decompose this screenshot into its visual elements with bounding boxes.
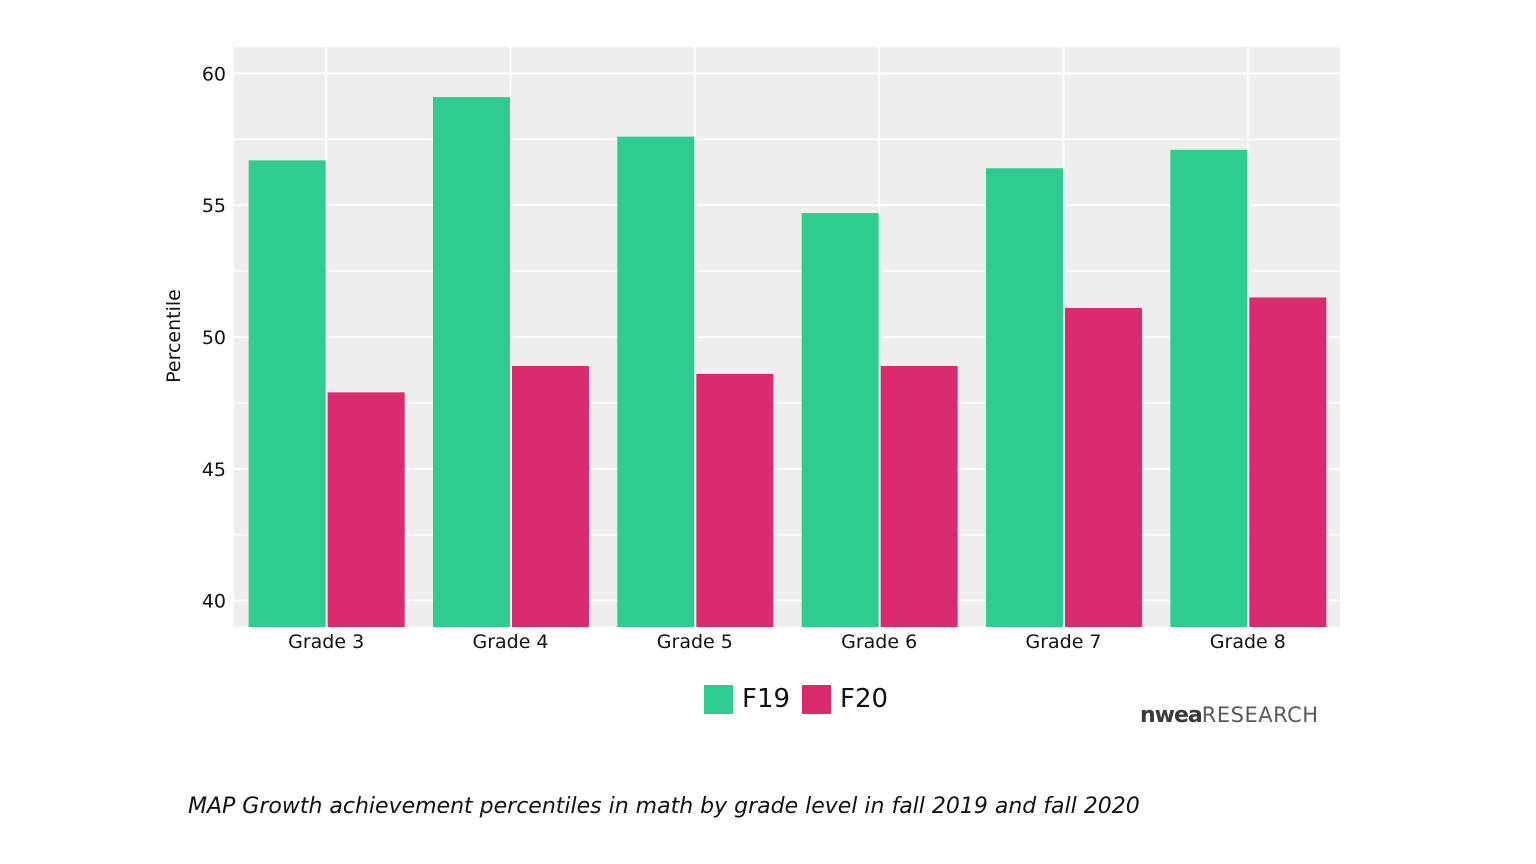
- bar-f19-grade-5: [617, 136, 695, 628]
- bar-f19-grade-6: [801, 213, 879, 627]
- x-tick-label: Grade 7: [1025, 631, 1101, 653]
- bar-f20-grade-6: [880, 366, 958, 627]
- y-tick-label: 40: [202, 591, 226, 613]
- logo-mark: nwea: [1140, 703, 1203, 728]
- bar-f20-grade-7: [1065, 308, 1142, 627]
- x-tick-label: Grade 4: [472, 631, 548, 653]
- bar-f20-grade-5: [696, 373, 774, 627]
- y-tick-label: 60: [202, 63, 226, 85]
- legend-swatch-f20: [802, 684, 832, 714]
- y-axis-ticks: 40 45 50 55 60: [202, 63, 226, 612]
- bar-f19-grade-8: [1170, 149, 1248, 627]
- bar-f20-grade-4: [512, 366, 589, 627]
- y-tick-label: 45: [202, 459, 226, 481]
- nwea-research-logo: nwea RESEARCH: [1140, 703, 1319, 731]
- x-tick-label: Grade 5: [657, 631, 733, 653]
- legend-item-f19: F19: [704, 684, 790, 714]
- bars: [248, 97, 1327, 628]
- grid-lines: [234, 47, 1340, 627]
- x-tick-label: Grade 8: [1210, 631, 1286, 653]
- y-tick-label: 50: [202, 327, 226, 349]
- bar-f19-grade-3: [248, 160, 326, 627]
- bar-f20-grade-8: [1249, 297, 1327, 627]
- legend-label-f20: F20: [840, 684, 889, 714]
- legend: F19 F20: [704, 682, 900, 716]
- bar-f19-grade-7: [986, 168, 1063, 628]
- bar-f20-grade-3: [327, 392, 405, 627]
- x-axis-ticks: Grade 3 Grade 4 Grade 5 Grade 6 Grade 7 Grade…: [288, 631, 1286, 653]
- y-axis-title: Percentile: [163, 289, 185, 383]
- logo-subtitle: RESEARCH: [1201, 703, 1319, 727]
- bar-f19-grade-4: [433, 97, 510, 627]
- x-tick-label: Grade 3: [288, 631, 364, 653]
- figure-caption: MAP Growth achievement percentiles in ma…: [188, 794, 1140, 819]
- legend-label-f19: F19: [742, 684, 791, 714]
- y-tick-label: 55: [202, 195, 226, 217]
- legend-item-f20: F20: [802, 684, 888, 714]
- legend-swatch-f19: [704, 684, 733, 714]
- x-tick-label: Grade 6: [841, 631, 917, 653]
